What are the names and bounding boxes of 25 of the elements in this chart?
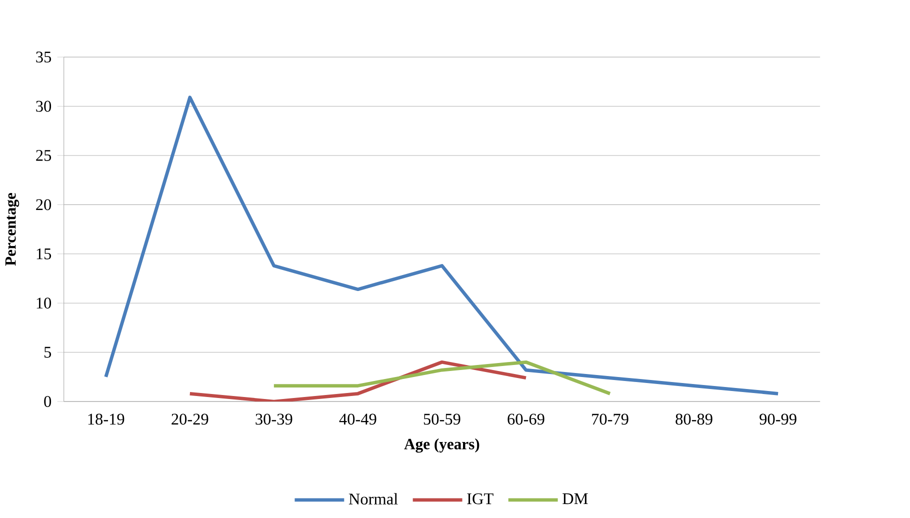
x-axis-title: Age (years) [404,438,480,453]
legend-label: IGT [467,493,494,504]
legend-label: Normal [348,493,398,504]
y-tick-label: 30 [36,100,52,112]
y-tick-label: 25 [36,150,52,161]
x-tick-label: 30-39 [256,414,292,425]
line-series [104,96,780,396]
line-series [272,360,612,396]
x-tick-label: 50-59 [424,414,460,425]
x-tick-label: 18-19 [88,414,124,425]
y-tick-label: 35 [36,52,52,62]
x-tick-label: 80-89 [676,414,712,425]
line-series [188,360,528,402]
legend-label: DM [562,493,588,504]
y-tick-label: 0 [44,396,52,407]
x-tick-label: 60-69 [508,414,544,425]
x-tick-label: 40-49 [339,414,376,425]
y-axis-title: Percentage [5,192,20,266]
x-tick-label: 90-99 [760,414,796,425]
x-tick-label: 20-29 [172,414,208,425]
y-tick-label: 20 [36,199,52,210]
x-tick-label: 70-79 [592,414,628,425]
y-tick-label: 10 [36,298,52,309]
y-tick-label: 15 [36,248,52,260]
y-tick-label: 5 [44,346,52,358]
